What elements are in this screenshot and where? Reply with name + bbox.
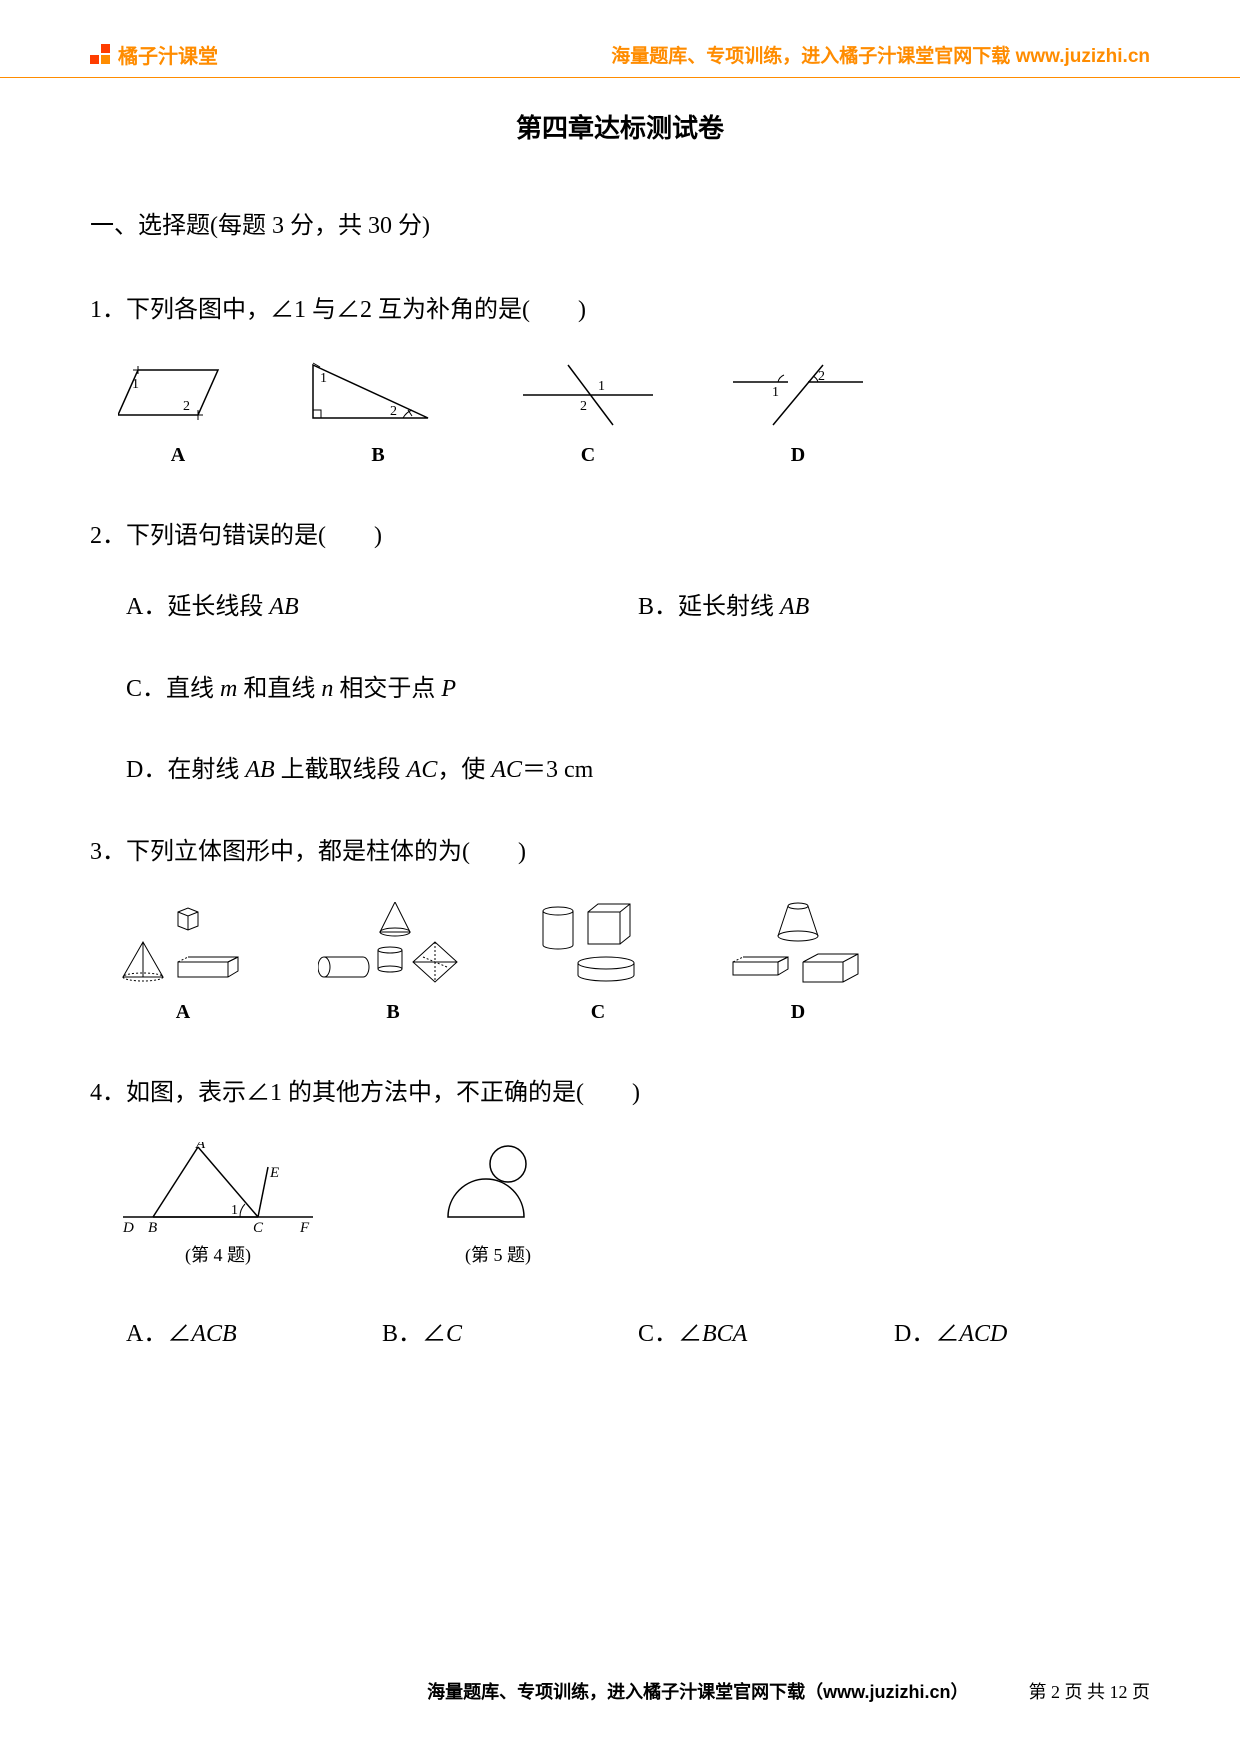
q3-label-a: A: [176, 993, 190, 1031]
q4-text: 4．如图，表示∠1 的其他方法中，不正确的是( ): [90, 1071, 1150, 1117]
section-head: 一、选择题(每题 3 分，共 30 分): [90, 205, 1150, 240]
q2-opt-d: D．在射线 AB 上截取线段 AC，使 AC＝3 cm: [90, 748, 1150, 794]
svg-text:C: C: [253, 1220, 264, 1232]
content: 第四章达标测试卷 一、选择题(每题 3 分，共 30 分) 1．下列各图中，∠1…: [0, 78, 1240, 1358]
svg-text:B: B: [148, 1220, 157, 1232]
logo-area: 橘子汁课堂: [90, 40, 218, 69]
q2-opt-c: C．直线 m 和直线 n 相交于点 P: [90, 667, 1150, 713]
page-header: 橘子汁课堂 海量题库、专项训练，进入橘子汁课堂官网下载 www.juzizhi.…: [0, 0, 1240, 78]
svg-text:1: 1: [598, 379, 605, 394]
svg-text:F: F: [299, 1220, 310, 1232]
q3-figures: A: [90, 902, 1150, 1031]
question-3: 3．下列立体图形中，都是柱体的为( ): [90, 830, 1150, 1031]
page-footer: 海量题库、专项训练，进入橘子汁课堂官网下载（www.juzizhi.cn） 第 …: [0, 1678, 1240, 1704]
svg-text:2: 2: [818, 369, 825, 384]
q3-label-c: C: [591, 993, 605, 1031]
q1-fig-c: 1 2: [518, 360, 658, 430]
svg-text:D: D: [122, 1220, 134, 1232]
footer-left: 海量题库、专项训练，进入橘子汁课堂官网下载（www.juzizhi.cn）: [427, 1678, 968, 1704]
q3-fig-d: [728, 902, 868, 987]
q1-label-b: B: [371, 436, 384, 474]
q4-opt-c: C．∠BCA: [638, 1312, 894, 1358]
question-2: 2．下列语句错误的是( ) A．延长线段 AB B．延长射线 AB C．直线 m…: [90, 514, 1150, 794]
q3-fig-a: [118, 902, 248, 987]
svg-text:1: 1: [132, 377, 139, 392]
q1-label-a: A: [171, 436, 185, 474]
q3-text: 3．下列立体图形中，都是柱体的为( ): [90, 830, 1150, 876]
question-4: 4．如图，表示∠1 的其他方法中，不正确的是( ) A E D B C F 1: [90, 1071, 1150, 1358]
q1-label-c: C: [581, 436, 595, 474]
q2-text: 2．下列语句错误的是( ): [90, 514, 1150, 560]
q3-label-d: D: [791, 993, 805, 1031]
q1-label-d: D: [791, 436, 805, 474]
q4-opt-a: A．∠ACB: [126, 1312, 382, 1358]
svg-text:1: 1: [320, 371, 327, 386]
q1-fig-a: 1 2: [118, 360, 238, 430]
q3-label-b: B: [386, 993, 399, 1031]
q4-opt-b: B．∠C: [382, 1312, 638, 1358]
q5-caption: (第 5 题): [465, 1238, 531, 1272]
q4-caption: (第 4 题): [185, 1238, 251, 1272]
question-1: 1．下列各图中，∠1 与∠2 互为补角的是( ) 1 2 A: [90, 288, 1150, 474]
svg-text:1: 1: [231, 1203, 238, 1218]
q1-text: 1．下列各图中，∠1 与∠2 互为补角的是( ): [90, 288, 1150, 334]
footer-right: 第 2 页 共 12 页: [1029, 1678, 1151, 1704]
svg-text:E: E: [269, 1165, 279, 1181]
svg-text:2: 2: [580, 399, 587, 414]
svg-text:2: 2: [183, 399, 190, 414]
svg-text:2: 2: [390, 404, 397, 419]
q1-fig-d: 1 2: [728, 360, 868, 430]
q4-opt-d: D．∠ACD: [894, 1312, 1150, 1358]
q2-opt-a: A．延长线段 AB: [126, 585, 638, 631]
q3-fig-b: [318, 902, 468, 987]
q3-fig-c: [538, 902, 658, 987]
q2-opt-b: B．延长射线 AB: [638, 585, 1150, 631]
logo-text: 橘子汁课堂: [118, 40, 218, 69]
q1-fig-b: 1 2: [308, 360, 448, 430]
svg-text:1: 1: [772, 385, 779, 400]
svg-text:A: A: [195, 1142, 206, 1152]
page-title: 第四章达标测试卷: [90, 108, 1150, 145]
header-right-text: 海量题库、专项训练，进入橘子汁课堂官网下载 www.juzizhi.cn: [611, 41, 1150, 68]
q4-fig: A E D B C F 1: [118, 1142, 318, 1232]
q1-figures: 1 2 A 1 2 B: [90, 360, 1150, 474]
logo-icon: [90, 44, 112, 66]
q5-fig: [438, 1142, 558, 1232]
